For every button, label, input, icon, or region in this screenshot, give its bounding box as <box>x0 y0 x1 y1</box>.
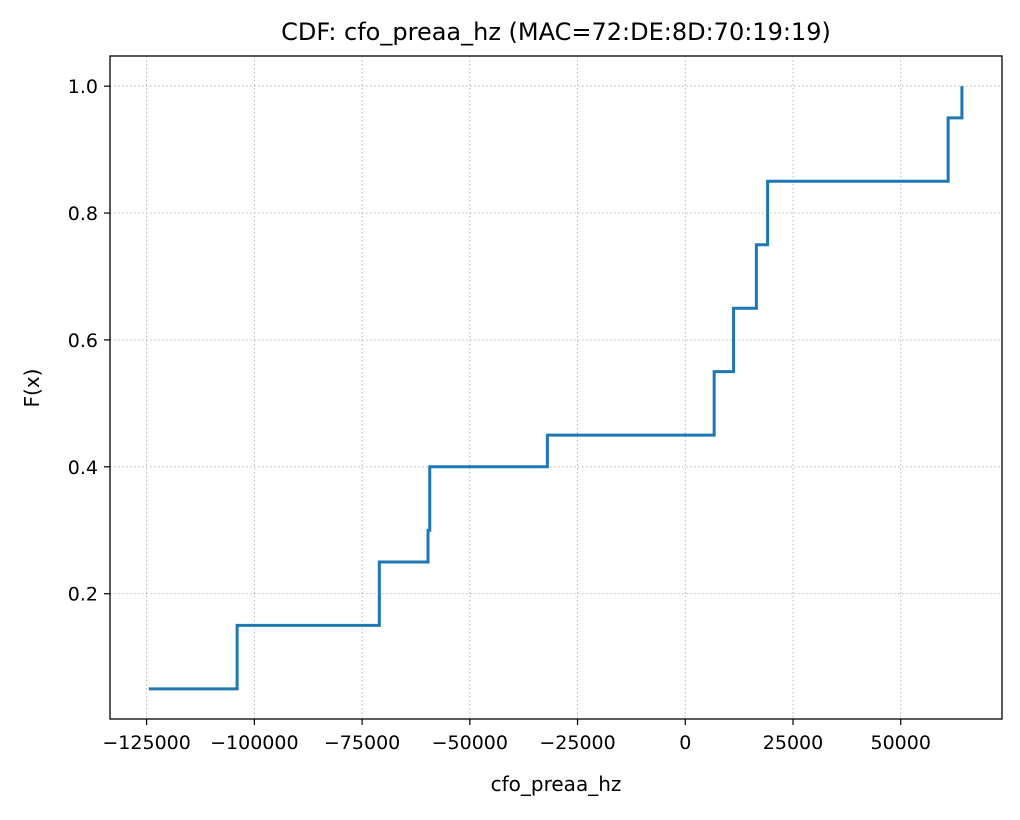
series-layer <box>149 86 962 689</box>
x-tick-label: −75000 <box>324 732 400 754</box>
x-tick-label: −100000 <box>210 732 298 754</box>
y-axis-label: F(x) <box>20 369 44 408</box>
axis-ticks: −125000 −100000 −75000 −50000 −25000 0 25000 50… <box>68 76 931 754</box>
y-tick-label: 0.8 <box>68 203 98 225</box>
y-tick-label: 0.4 <box>68 457 98 479</box>
x-tick-label: 0 <box>679 732 691 754</box>
x-tick-label: 25000 <box>763 732 823 754</box>
y-tick-label: 0.2 <box>68 584 98 606</box>
y-tick-label: 0.6 <box>68 330 98 352</box>
plot-frame <box>110 56 1002 719</box>
grid-lines <box>110 56 1002 719</box>
x-axis-label: cfo_preaa_hz <box>491 772 622 796</box>
cdf-series-line <box>149 86 962 689</box>
x-tick-label: −25000 <box>539 732 615 754</box>
x-tick-label: −50000 <box>432 732 508 754</box>
x-tick-label: 50000 <box>871 732 931 754</box>
x-tick-label: −125000 <box>102 732 190 754</box>
y-tick-label: 1.0 <box>68 76 98 98</box>
chart-title: CDF: cfo_preaa_hz (MAC=72:DE:8D:70:19:19… <box>281 18 831 46</box>
